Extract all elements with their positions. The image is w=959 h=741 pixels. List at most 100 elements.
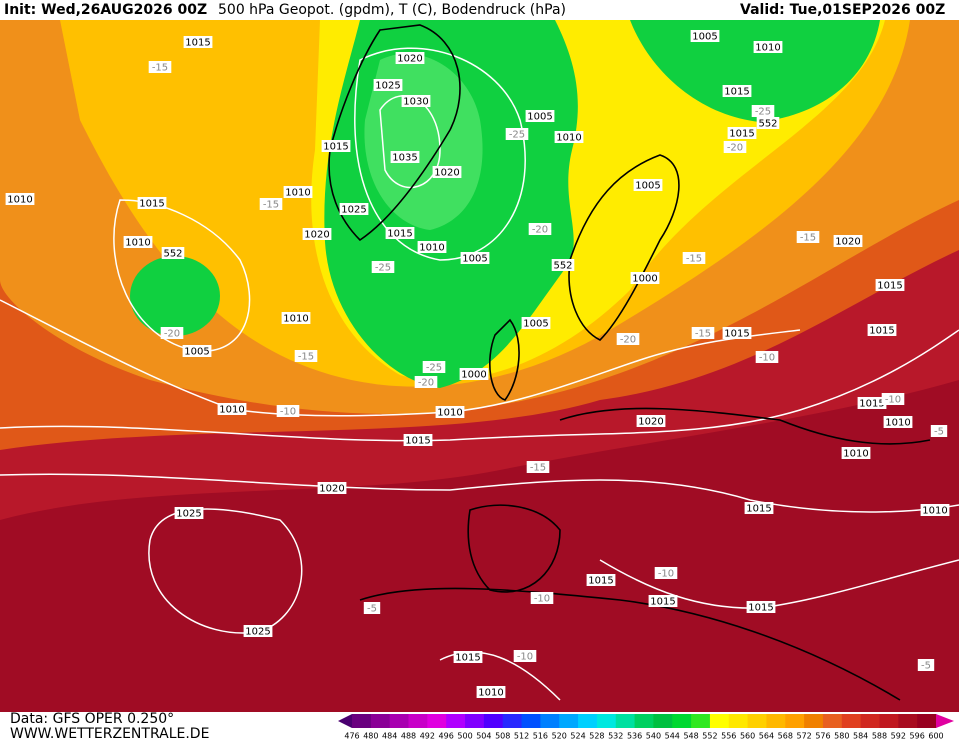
pressure-label-box (875, 279, 905, 291)
coastlines (328, 24, 931, 701)
geopotential-label: 552 (163, 249, 182, 260)
pressure-label: 1010 (283, 314, 308, 325)
temperature-label: -25 (375, 263, 391, 274)
pressure-label-box (690, 30, 720, 42)
scale-label: 512 (514, 732, 529, 741)
pressure-label-box (727, 127, 757, 139)
temperature-label-box (755, 351, 779, 363)
temperature-label-box (881, 393, 905, 405)
scale-label: 488 (401, 732, 416, 741)
temperature-label: -25 (509, 130, 525, 141)
temperature-label: -15 (686, 254, 702, 265)
temperature-label-box (654, 567, 678, 579)
geopotential-label: 552 (553, 261, 572, 272)
temperature-label-box (528, 223, 552, 235)
temperature-label-box (259, 198, 283, 210)
isobar (354, 47, 526, 261)
pressure-label: 1025 (341, 205, 366, 216)
pressure-label: 1015 (588, 576, 613, 587)
pressure-label: 1010 (556, 133, 581, 144)
scale-swatch (408, 714, 428, 728)
pressure-label-box (857, 397, 887, 409)
temperature-label: -10 (885, 395, 901, 406)
pressure-label-box (722, 85, 752, 97)
pressure-label: 1020 (434, 168, 459, 179)
europe-coast (559, 407, 931, 445)
temperature-label-box (917, 659, 935, 671)
scale-label: 584 (853, 732, 868, 741)
britain-coast (489, 318, 520, 401)
pressure-label-box (586, 574, 616, 586)
pressure-label: 1020 (319, 484, 344, 495)
pressure-label: 1005 (692, 32, 717, 43)
pressure-label-box (217, 403, 247, 415)
pressure-label-box (633, 179, 663, 191)
scale-swatch (370, 714, 391, 728)
pressure-label-box (403, 434, 433, 446)
pressure-label: 1025 (176, 509, 201, 520)
scale-swatch (521, 714, 541, 728)
scale-label: 536 (627, 732, 642, 741)
scale-label: 564 (759, 732, 774, 741)
scale-swatch (502, 714, 523, 728)
pressure-label-box (373, 79, 403, 91)
pressure-label-box (630, 272, 660, 284)
temperature-label-box (751, 105, 775, 117)
temperature-label-box (276, 405, 300, 417)
scale-label: 552 (702, 732, 717, 741)
scale-swatch (483, 714, 504, 728)
scale-label: 496 (439, 732, 454, 741)
pressure-label: 1030 (403, 97, 428, 108)
pressure-label: 1015 (724, 87, 749, 98)
pressure-label: 1010 (419, 243, 444, 254)
pressure-label: 1015 (185, 38, 210, 49)
pressure-label-box (867, 324, 897, 336)
temperature-label-box (363, 602, 381, 614)
geopotential-label-box (756, 117, 780, 129)
pressure-label: 1010 (219, 405, 244, 416)
scale-swatch (596, 714, 617, 728)
pressure-label-box (744, 502, 774, 514)
pressure-label: 1025 (375, 81, 400, 92)
scale-swatch (427, 714, 447, 728)
temperature-label: -10 (759, 353, 775, 364)
scale-label: 580 (834, 732, 849, 741)
scale-swatch (615, 714, 636, 728)
pressure-label: 1005 (184, 347, 209, 358)
init-time: Init: Wed,26AUG2026 00Z (4, 2, 207, 18)
pressure-label: 1020 (397, 54, 422, 65)
geopotential-label: 552 (758, 119, 777, 130)
scale-label: 508 (495, 732, 510, 741)
scale-label: 476 (344, 732, 359, 741)
scale-swatch (634, 714, 654, 728)
pressure-label: 1010 (922, 506, 947, 517)
pressure-label: 1005 (527, 112, 552, 123)
pressure-label: 1035 (392, 153, 417, 164)
temperature-label-box (422, 361, 446, 373)
scale-swatch (898, 714, 918, 728)
scale-label: 532 (608, 732, 623, 741)
temperature-label: -20 (418, 378, 434, 389)
scale-label: 548 (683, 732, 698, 741)
pressure-label-box (636, 415, 666, 427)
geopotential-label-box (551, 259, 575, 271)
temperature-label: -5 (921, 661, 931, 672)
temperature-label: -15 (263, 200, 279, 211)
scale-label: 560 (740, 732, 755, 741)
pressure-label-box (920, 504, 950, 516)
pressure-label-box (395, 52, 425, 64)
pressure-label-box (5, 193, 35, 205)
pressure-label-box (137, 197, 167, 209)
scale-swatch (578, 714, 598, 728)
pressure-label-box (182, 345, 212, 357)
pressure-label-box (123, 236, 153, 248)
temperature-label-box (160, 327, 184, 339)
temperature-label-box (513, 650, 537, 662)
pressure-label-box (183, 36, 213, 48)
scale-arrow-right (936, 714, 954, 728)
temperature-label-box (526, 461, 550, 473)
scale-label: 568 (778, 732, 793, 741)
pressure-label: 1015 (748, 603, 773, 614)
scale-swatch (559, 714, 579, 728)
